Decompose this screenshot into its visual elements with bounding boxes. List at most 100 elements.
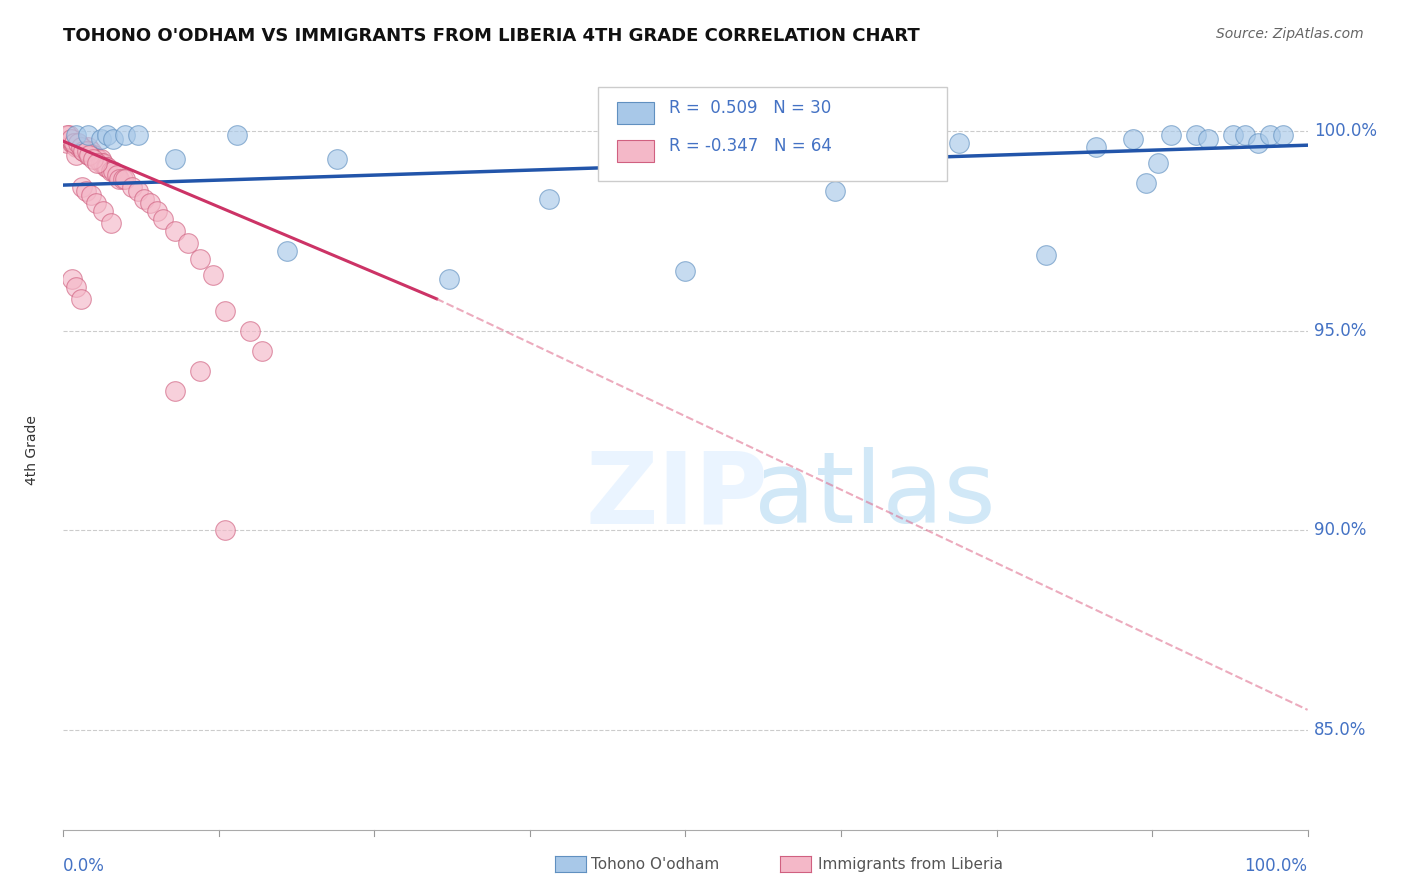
Point <box>100 164 122 178</box>
Point <box>152 212 174 227</box>
Point <box>948 136 970 151</box>
Point <box>75 144 97 158</box>
Text: Tohono O'odham: Tohono O'odham <box>591 857 718 871</box>
Text: 85.0%: 85.0% <box>1313 721 1367 739</box>
Point <box>165 224 187 238</box>
Point <box>1222 128 1244 143</box>
Point <box>108 172 131 186</box>
Point <box>1247 136 1270 151</box>
Text: 4th Grade: 4th Grade <box>25 416 39 485</box>
Point <box>60 136 83 151</box>
Point <box>70 140 93 154</box>
Point <box>91 156 114 170</box>
Point <box>77 128 100 143</box>
Point <box>63 136 86 151</box>
Point <box>134 192 156 206</box>
Point <box>91 204 114 219</box>
Point <box>82 152 104 166</box>
Point <box>70 180 93 194</box>
Point <box>145 204 167 219</box>
Text: Source: ZipAtlas.com: Source: ZipAtlas.com <box>1216 27 1364 41</box>
Point <box>1271 128 1294 143</box>
Text: 90.0%: 90.0% <box>1313 521 1367 540</box>
Point <box>100 216 122 230</box>
Point <box>127 184 149 198</box>
Text: 0.0%: 0.0% <box>63 857 105 875</box>
Point <box>101 164 124 178</box>
Point <box>252 343 274 358</box>
Text: 100.0%: 100.0% <box>1313 122 1376 140</box>
Point <box>83 148 105 162</box>
Point <box>90 156 112 170</box>
Point <box>67 136 90 151</box>
Text: ZIP: ZIP <box>586 448 769 544</box>
Point <box>94 160 117 174</box>
Text: R = -0.347   N = 64: R = -0.347 N = 64 <box>669 137 832 155</box>
Point <box>139 196 162 211</box>
Point <box>69 140 91 154</box>
Point <box>1258 128 1281 143</box>
Point <box>62 136 84 151</box>
Point <box>121 180 143 194</box>
Point <box>188 252 211 266</box>
Point <box>1147 156 1170 170</box>
Bar <box>617 102 654 125</box>
Point <box>76 144 98 158</box>
Point <box>1234 128 1257 143</box>
Point <box>165 384 187 398</box>
Point <box>90 132 112 146</box>
Bar <box>617 140 654 162</box>
Point <box>58 128 80 143</box>
Point <box>77 140 100 154</box>
Point <box>80 148 103 162</box>
Point <box>96 160 118 174</box>
Point <box>437 272 460 286</box>
Text: TOHONO O'ODHAM VS IMMIGRANTS FROM LIBERIA 4TH GRADE CORRELATION CHART: TOHONO O'ODHAM VS IMMIGRANTS FROM LIBERI… <box>63 27 920 45</box>
Point <box>86 152 108 166</box>
Point <box>79 188 101 202</box>
Point <box>1122 132 1144 146</box>
Point <box>101 132 124 146</box>
Point <box>127 128 149 143</box>
Point <box>177 235 200 250</box>
Text: R =  0.509   N = 30: R = 0.509 N = 30 <box>669 99 831 118</box>
Point <box>276 244 298 258</box>
Point <box>326 152 349 166</box>
Point <box>60 272 83 286</box>
Point <box>79 144 101 158</box>
Point <box>69 140 91 154</box>
Text: 95.0%: 95.0% <box>1313 322 1367 340</box>
Point <box>56 128 79 143</box>
Point <box>77 148 100 162</box>
Point <box>226 128 249 143</box>
Point <box>188 364 211 378</box>
Point <box>1160 128 1182 143</box>
Point <box>84 196 107 211</box>
Point <box>165 152 187 166</box>
Point <box>214 523 236 537</box>
Point <box>114 128 136 143</box>
Point <box>114 172 136 186</box>
Point <box>72 144 94 158</box>
Point <box>87 152 110 166</box>
FancyBboxPatch shape <box>599 87 946 181</box>
Point <box>1085 140 1108 154</box>
Point <box>675 264 697 278</box>
Point <box>824 184 846 198</box>
Point <box>1035 248 1057 262</box>
Point <box>111 172 134 186</box>
Point <box>72 144 94 158</box>
Point <box>201 268 224 282</box>
Point <box>79 148 101 162</box>
Point <box>105 168 128 182</box>
Point <box>65 128 87 143</box>
Point <box>65 148 87 162</box>
Point <box>75 184 97 198</box>
Point <box>214 303 236 318</box>
Point <box>86 156 108 170</box>
Point <box>56 136 79 151</box>
Text: atlas: atlas <box>754 448 995 544</box>
Point <box>90 152 112 166</box>
Point <box>1184 128 1206 143</box>
Point <box>65 140 87 154</box>
